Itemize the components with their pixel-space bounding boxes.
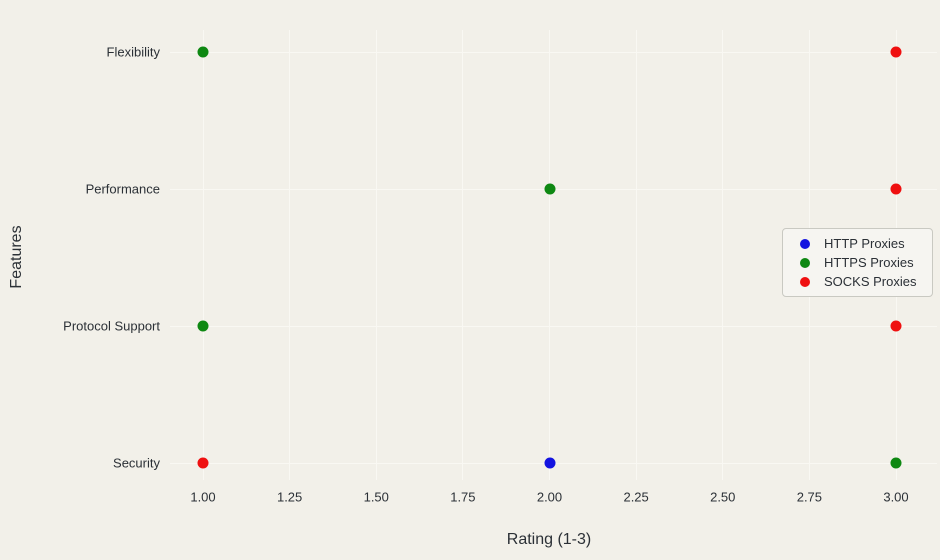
legend-marker-icon xyxy=(800,257,810,268)
horizontal-gridline xyxy=(170,325,937,327)
x-tick-label: 1.75 xyxy=(450,489,476,505)
x-tick-label: 2.00 xyxy=(536,489,563,505)
data-point xyxy=(890,457,902,469)
data-point xyxy=(197,320,209,332)
vertical-gridline xyxy=(722,30,724,480)
legend-marker-icon xyxy=(800,276,810,287)
x-tick-label: 2.75 xyxy=(796,489,823,505)
x-tick-label: 2.50 xyxy=(710,489,736,505)
horizontal-gridline xyxy=(170,51,937,53)
legend-item: HTTPS Proxies xyxy=(791,253,924,272)
x-tick-label: 1.50 xyxy=(363,489,389,505)
data-point xyxy=(197,457,209,469)
x-tick-label: 2.25 xyxy=(623,489,649,505)
legend: HTTP Proxies HTTPS Proxies SOCKS Proxies xyxy=(782,228,933,297)
vertical-gridline xyxy=(202,30,204,480)
data-point xyxy=(890,320,902,332)
data-point xyxy=(197,46,209,58)
vertical-gridline xyxy=(289,30,291,480)
legend-marker-icon xyxy=(800,238,810,249)
data-point xyxy=(544,457,555,469)
legend-label: HTTP Proxies xyxy=(824,236,905,251)
x-tick-label: 3.00 xyxy=(883,489,909,505)
vertical-gridline xyxy=(462,30,464,480)
data-point xyxy=(890,46,902,58)
y-category-label: Performance xyxy=(85,181,160,197)
legend-item: HTTP Proxies xyxy=(791,234,924,253)
legend-label: SOCKS Proxies xyxy=(824,274,917,289)
data-point xyxy=(544,183,555,195)
vertical-gridline xyxy=(635,30,637,480)
y-category-label: Protocol Support xyxy=(63,318,160,334)
legend-item: SOCKS Proxies xyxy=(791,272,924,291)
data-point xyxy=(890,183,902,195)
x-axis-label: Rating (1-3) xyxy=(506,531,592,548)
legend-label: HTTPS Proxies xyxy=(824,255,914,270)
x-tick-label: 1.25 xyxy=(276,489,303,505)
vertical-gridline xyxy=(375,30,377,480)
vertical-gridline xyxy=(549,30,550,480)
y-category-label: Flexibility xyxy=(106,44,160,60)
x-tick-label: 1.00 xyxy=(190,489,216,505)
y-axis-label: Features xyxy=(8,225,25,289)
y-category-label: Security xyxy=(113,455,160,471)
